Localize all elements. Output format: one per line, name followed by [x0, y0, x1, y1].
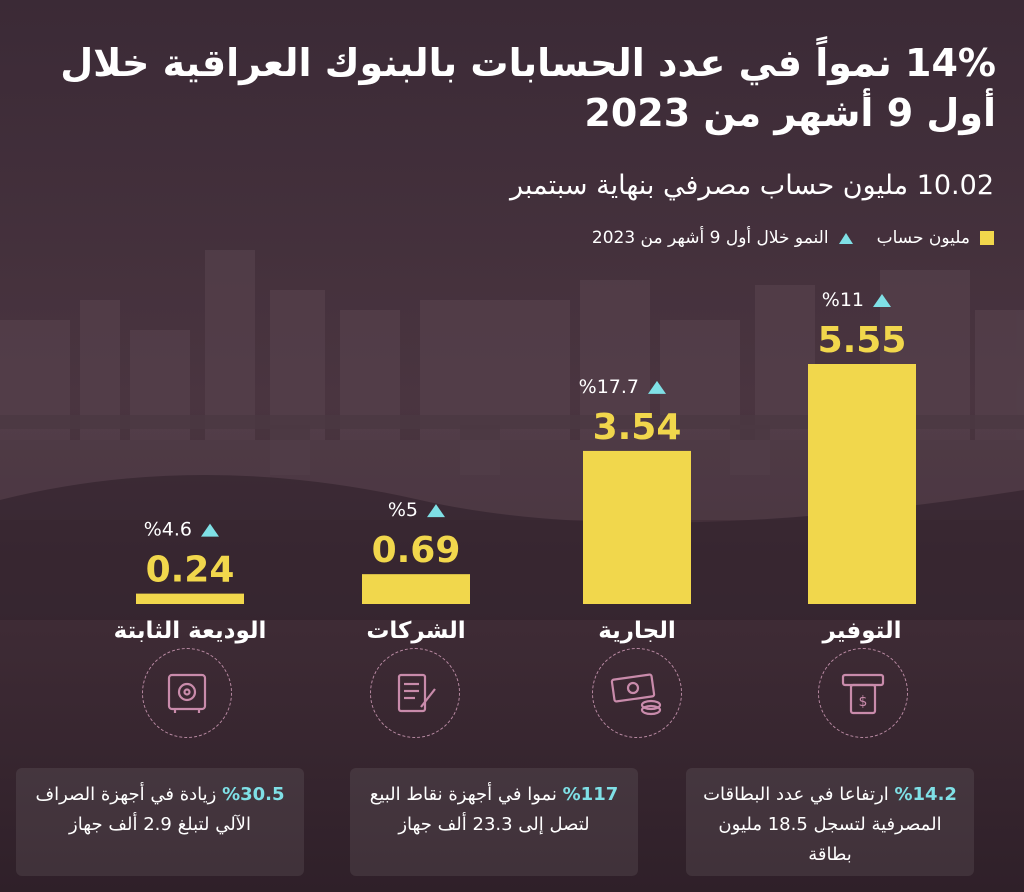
document-pen-icon	[397, 673, 436, 713]
card-text: ارتفاعا في عدد البطاقات المصرفية لتسجل 1…	[703, 784, 942, 865]
card-percent: %14.2	[894, 784, 957, 805]
category-label: الشركات	[366, 618, 465, 644]
growth-label: %4.6	[144, 519, 192, 541]
growth-label: %5	[388, 499, 418, 521]
card-percent: %30.5	[222, 784, 285, 805]
chart-legend: مليون حساب النمو خلال أول 9 أشهر من 2023	[592, 228, 994, 248]
card-text: زيادة في أجهزة الصراف الآلي لتبلغ 2.9 أل…	[35, 784, 251, 835]
legend-bar-label: مليون حساب	[876, 228, 970, 248]
page-subtitle: 10.02 مليون حساب مصرفي بنهاية سبتمبر	[509, 170, 994, 201]
card-pos-devices: %117 نموا في أجهزة نقاط البيع لتصل إلى 2…	[350, 768, 638, 876]
bar-value-label: 5.55	[818, 320, 907, 361]
safe-icon	[167, 673, 207, 713]
bar-2	[362, 574, 470, 604]
bar-value-label: 0.69	[372, 530, 461, 571]
icon-circle-savings: $	[818, 648, 908, 738]
growth-triangle-icon	[873, 294, 891, 307]
icon-circle-companies	[370, 648, 460, 738]
legend-bar-swatch	[980, 231, 994, 245]
category-label: الجارية	[598, 618, 676, 644]
growth-label: %17.7	[579, 376, 639, 398]
svg-text:$: $	[859, 694, 868, 710]
category-label: التوفير	[821, 618, 901, 644]
legend-growth-label: النمو خلال أول 9 أشهر من 2023	[591, 228, 829, 248]
page-title: 14% نمواً في عدد الحسابات بالبنوك العراق…	[60, 41, 996, 135]
category-label: الوديعة الثابتة	[114, 618, 267, 644]
bar-value-label: 0.24	[146, 550, 235, 591]
icon-circle-current	[592, 648, 682, 738]
card-bank-cards: %14.2 ارتفاعا في عدد البطاقات المصرفية ل…	[686, 768, 974, 876]
bar-0	[808, 364, 916, 604]
growth-triangle-icon	[201, 523, 219, 537]
growth-triangle-icon	[648, 380, 666, 394]
bar-value-label: 3.54	[593, 407, 682, 448]
bar-chart: 5.55 %11 التوفير 3.54 %17.7 الجارية 0.69 %5 الشر…	[114, 289, 916, 644]
atm-icon: $	[841, 673, 885, 715]
bar-3	[136, 593, 244, 604]
icon-circle-fixed	[142, 648, 232, 738]
card-text: نموا في أجهزة نقاط البيع لتصل إلى 23.3 أ…	[369, 784, 590, 835]
growth-label: %11	[822, 289, 864, 311]
card-atm-devices: %30.5 زيادة في أجهزة الصراف الآلي لتبلغ …	[16, 768, 304, 876]
bar-1	[583, 450, 691, 604]
growth-triangle-icon	[427, 504, 445, 518]
legend-triangle-icon	[838, 232, 853, 244]
card-percent: %117	[562, 784, 619, 805]
cash-icon	[610, 673, 662, 716]
